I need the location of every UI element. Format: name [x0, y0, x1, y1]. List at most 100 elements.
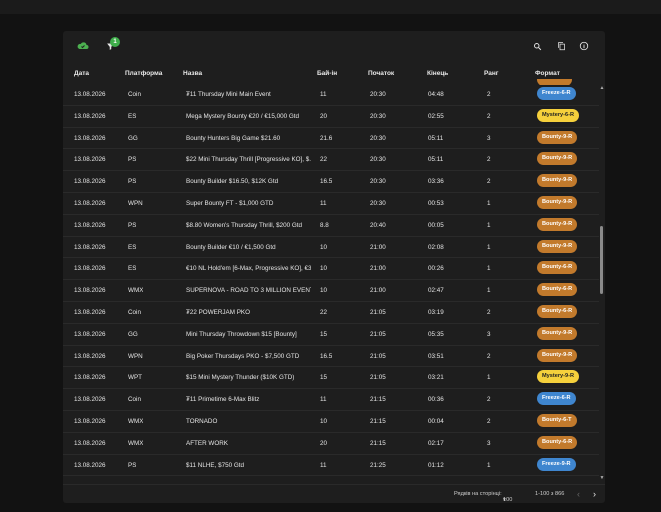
cell-date: 13.08.2026: [74, 330, 106, 338]
table-row[interactable]: 13.08.2026 WMX AFTER WORK 20 21:15 02:17 3 Boun…: [63, 432, 599, 455]
cell-rank: 2: [487, 352, 491, 360]
column-header-date[interactable]: Дата: [74, 70, 90, 77]
cell-start: 20:30: [370, 178, 386, 186]
previous-page-icon[interactable]: ‹: [577, 489, 580, 499]
cell-buyin: 11: [320, 91, 327, 98]
table-row[interactable]: 13.08.2026 WPN Big Poker Thursdays PKO - $…: [63, 345, 599, 368]
column-header-platform[interactable]: Платформа: [125, 70, 163, 77]
table-row[interactable]: 13.08.2026 ES Mega Mystery Bounty €20 / €1…: [63, 105, 599, 128]
cell-rank: 2: [487, 156, 491, 164]
column-header-end[interactable]: Кінець: [427, 70, 449, 77]
table-row[interactable]: 13.08.2026 PS $22 Mini Thursday Thrill [Pr…: [63, 148, 599, 172]
cell-rank: 1: [487, 200, 491, 207]
cell-date: 13.08.2026: [74, 374, 106, 382]
copy-icon[interactable]: [554, 39, 568, 53]
table-row[interactable]: 13.08.2026 Coin ₮22 POWERJAM PKO 22 21:05 03:…: [63, 301, 599, 324]
table-row[interactable]: 13.08.2026 PS $11 NLHE, $750 Gtd 11 21:25 01:…: [63, 454, 599, 477]
cell-name: Bounty Hunters Big Game $21.60: [186, 134, 281, 142]
cell-name: SUPERNOVA - ROAD TO 3 MILLION EVENT: [186, 287, 311, 295]
table-body: 13.08.2026 Coin ₮11 Thursday Mini Main Eve…: [63, 83, 599, 485]
cell-rank: 3: [487, 330, 491, 338]
cell-platform: WPN: [128, 200, 143, 207]
table-row[interactable]: 13.08.2026 Coin ₮11 Primetime 6-Max Blitz 1…: [63, 388, 599, 411]
cell-platform: ES: [128, 265, 137, 273]
format-badge: [537, 79, 572, 85]
table-row[interactable]: 13.08.2026 ES €10 NL Hold'em [6-Max, Progr…: [63, 257, 599, 281]
cell-name: $8.80 Women's Thursday Thrill, $200 Gtd: [186, 221, 303, 229]
table-row[interactable]: 13.08.2026 WPT $15 Mini Mystery Thunder ($…: [63, 366, 599, 390]
table-row[interactable]: 13.08.2026 Coin ₮11 Thursday Mini Main Eve…: [63, 83, 599, 106]
cell-end: 05:35: [428, 330, 444, 338]
cell-rank: 1: [487, 243, 491, 251]
cell-rank: 2: [487, 112, 491, 120]
filter-count-badge: 1: [110, 37, 120, 47]
table-row[interactable]: 13.08.2026 PS Bounty Builder $16.50, $12K …: [63, 170, 599, 193]
cell-start: 20:30: [370, 91, 386, 98]
cell-end: 02:08: [428, 243, 444, 251]
column-header-start[interactable]: Початок: [368, 70, 395, 77]
cell-end: 01:12: [428, 461, 444, 469]
cell-start: 20:30: [370, 134, 386, 142]
table-row[interactable]: 13.08.2026 WPN Super Bounty FT - $1,000 GT…: [63, 192, 599, 215]
format-badge: Bounty-9-R: [537, 348, 578, 362]
search-icon[interactable]: [530, 39, 544, 53]
scroll-down-icon[interactable]: ▼: [599, 475, 605, 481]
cell-buyin: 11: [320, 461, 327, 469]
cell-end: 00:05: [428, 221, 444, 229]
table-row[interactable]: 13.08.2026 GG Mini Thursday Throwdown $15 …: [63, 323, 599, 346]
cell-date: 13.08.2026: [74, 200, 106, 207]
table-toolbar: [63, 31, 605, 61]
format-badge: Bounty-9-R: [537, 239, 578, 253]
cell-rank: 3: [487, 439, 491, 447]
cell-date: 13.08.2026: [74, 461, 106, 469]
cell-rank: 3: [487, 134, 491, 142]
table-row[interactable]: 13.08.2026 ES Bounty Builder €10 / €1,500 …: [63, 236, 599, 259]
cell-end: 04:48: [428, 91, 444, 98]
format-badge: Mystery-6-R: [537, 108, 580, 122]
cell-rank: 1: [487, 265, 491, 273]
format-badge: Bounty-9-R: [537, 196, 578, 209]
format-badge: Bounty-9-R: [537, 174, 578, 188]
cell-date: 13.08.2026: [74, 396, 106, 404]
format-badge: Bounty-6-R: [537, 305, 578, 318]
cell-buyin: 10: [320, 243, 328, 251]
table-row[interactable]: 13.08.2026 PS $8.80 Women's Thursday Thril…: [63, 214, 599, 237]
cell-platform: PS: [128, 461, 137, 469]
cell-start: 21:00: [370, 287, 386, 295]
cell-start: 21:05: [370, 352, 386, 360]
table-row[interactable]: 13.08.2026 WMX SUPERNOVA - ROAD TO 3 MILLI…: [63, 279, 599, 302]
cell-name: AFTER WORK: [186, 439, 228, 447]
cell-platform: PS: [128, 221, 137, 229]
cell-name: ₮22 POWERJAM PKO: [186, 309, 251, 316]
cell-start: 21:00: [370, 265, 386, 273]
column-header-buyin[interactable]: Бай-ін: [317, 70, 338, 77]
chevron-down-icon: ▾: [503, 497, 506, 503]
cell-start: 21:15: [370, 439, 386, 447]
cell-rank: 2: [487, 178, 491, 186]
cell-start: 21:00: [370, 243, 386, 251]
cell-name: ₮11 Primetime 6-Max Blitz: [186, 396, 260, 404]
cell-name: Big Poker Thursdays PKO - $7,500 GTD: [186, 352, 300, 360]
table-header: Дата Платформа Назва Бай-ін Початок Кіне…: [63, 65, 605, 83]
cell-platform: Coin: [128, 309, 141, 316]
cell-date: 13.08.2026: [74, 265, 106, 273]
cloud-icon[interactable]: [76, 39, 90, 53]
format-badge: Bounty-9-R: [537, 152, 578, 166]
format-badge: Bounty-9-R: [537, 130, 578, 144]
column-header-name[interactable]: Назва: [183, 70, 203, 77]
cell-date: 13.08.2026: [74, 352, 106, 360]
table-row[interactable]: 13.08.2026 WMX TORNADO 10 21:15 00:04 2 Bounty-…: [63, 410, 599, 433]
scroll-up-icon[interactable]: ▲: [599, 85, 605, 91]
table-row[interactable]: 13.08.2026 GG Bounty Hunters Big Game $21.…: [63, 127, 599, 150]
cell-platform: WMX: [128, 287, 144, 295]
info-icon[interactable]: [577, 39, 591, 53]
cell-start: 20:30: [370, 156, 386, 164]
cell-start: 20:30: [370, 200, 386, 207]
scrollbar-thumb[interactable]: [600, 226, 603, 294]
rows-per-page-label: Рядків на сторінці:: [454, 491, 502, 497]
next-page-icon[interactable]: ›: [593, 489, 596, 499]
cell-name: TORNADO: [186, 418, 218, 425]
column-header-rank[interactable]: Ранг: [484, 70, 499, 77]
cell-platform: PS: [128, 156, 137, 164]
column-header-format[interactable]: Формат: [535, 70, 560, 77]
